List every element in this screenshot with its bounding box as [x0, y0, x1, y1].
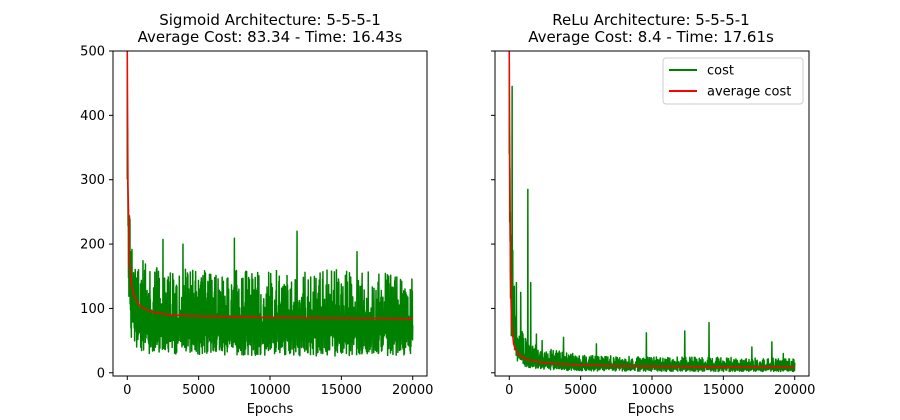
sigmoid-average-cost-line: [126, 51, 413, 320]
sigmoid-x-tick-label: 15000: [321, 383, 362, 398]
relu-x-tick-label: 15000: [703, 383, 744, 398]
relu-average-cost-line: [508, 51, 795, 369]
sigmoid-y-tick-label: 300: [80, 173, 105, 188]
sigmoid-y-tick-label: 100: [80, 302, 105, 317]
sigmoid-chart-title-line1: Sigmoid Architecture: 5-5-5-1: [159, 11, 381, 29]
sigmoid-y-tick-label: 0: [97, 366, 105, 381]
sigmoid-x-tick-label: 0: [123, 383, 131, 398]
sigmoid-y-tick-label: 500: [80, 45, 105, 60]
sigmoid-x-tick-label: 5000: [182, 383, 215, 398]
relu-x-tick-label: 0: [505, 383, 513, 398]
relu-chart-title-line2: Average Cost: 8.4 - Time: 17.61s: [528, 28, 774, 46]
sigmoid-y-tick-label: 400: [80, 109, 105, 124]
sigmoid-x-tick-label: 20000: [392, 383, 433, 398]
legend-box: [662, 57, 804, 105]
relu-chart-xlabel: Epochs: [628, 402, 675, 417]
sigmoid-y-tick-label: 200: [80, 238, 105, 253]
sigmoid-plot-area: [126, 51, 414, 357]
sigmoid-chart-title-line2: Average Cost: 83.34 - Time: 16.43s: [138, 28, 403, 46]
relu-x-tick-label: 5000: [564, 383, 597, 398]
sigmoid-cost-line: [126, 51, 414, 357]
relu-plot-area: [508, 51, 796, 373]
legend-label: average cost: [707, 85, 791, 100]
relu-legend: cost average cost: [662, 57, 804, 105]
relu-x-tick-label: 20000: [774, 383, 815, 398]
relu-chart: ReLu Architecture: 5-5-5-1 Average Cost:…: [491, 11, 815, 417]
sigmoid-x-tick-label: 10000: [249, 383, 290, 398]
sigmoid-chart: Sigmoid Architecture: 5-5-5-1 Average Co…: [80, 11, 433, 417]
relu-x-tick-label: 10000: [631, 383, 672, 398]
legend-label: cost: [707, 64, 734, 79]
relu-chart-title-line1: ReLu Architecture: 5-5-5-1: [552, 11, 749, 29]
sigmoid-chart-xlabel: Epochs: [247, 402, 294, 417]
